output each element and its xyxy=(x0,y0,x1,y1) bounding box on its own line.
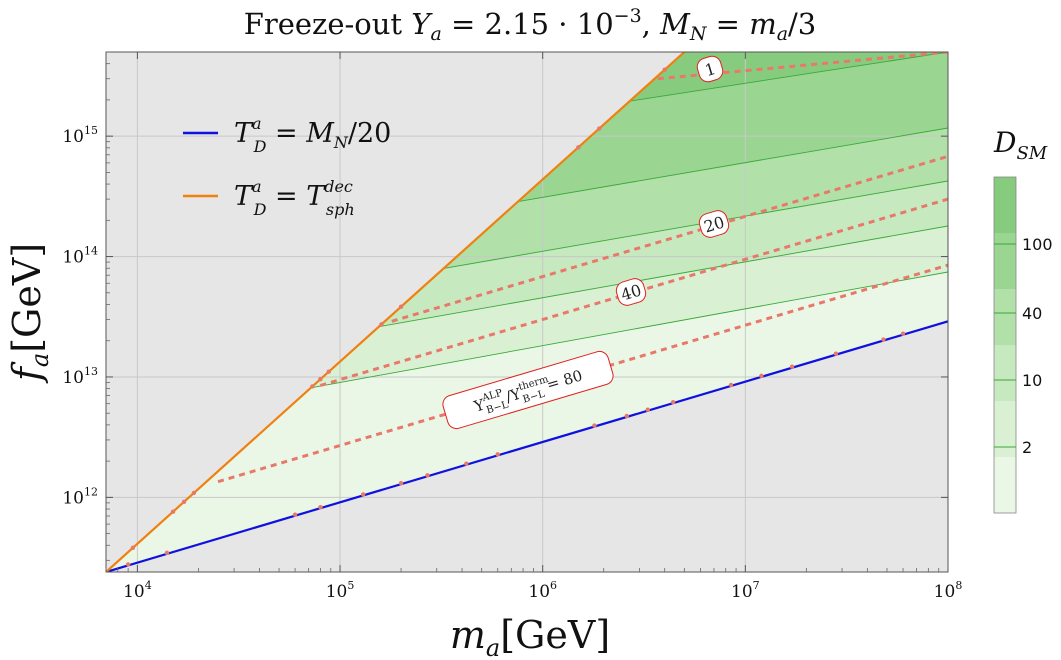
orange-marker-6 xyxy=(326,369,331,374)
series-lines xyxy=(106,52,948,572)
contour-label-1-box xyxy=(696,55,724,83)
y-tick-label-0: 1012 xyxy=(62,485,98,508)
contour-label-80: YALPB−L/YthermB−L = 80 xyxy=(442,350,614,430)
scatter-markers xyxy=(125,67,906,567)
contour-label-1: 1 xyxy=(696,55,724,83)
dsm-boundary-3 xyxy=(517,127,948,202)
orange-marker-0 xyxy=(130,545,136,551)
series-line-1 xyxy=(106,52,686,572)
blue-marker-17 xyxy=(881,337,886,342)
colorbar-segment-2 xyxy=(994,345,1016,401)
contour-label-80-box xyxy=(442,350,614,430)
blue-marker-5 xyxy=(398,480,404,486)
d-sm-contour-lines xyxy=(310,52,948,389)
orange-marker-9 xyxy=(576,145,581,150)
contour-line-80 xyxy=(217,263,948,484)
orange-marker-11 xyxy=(662,67,667,72)
x-axis-label: ma[GeV] xyxy=(450,613,610,660)
blue-marker-10 xyxy=(624,413,629,419)
orange-marker-8 xyxy=(398,304,404,309)
blue-marker-3 xyxy=(318,504,323,510)
orange-marker-7 xyxy=(379,322,384,327)
axis-ticks xyxy=(105,51,949,572)
dsm-band-4 xyxy=(518,52,948,202)
blue-marker-4 xyxy=(360,492,366,497)
blue-marker-13 xyxy=(728,382,734,388)
blue-marker-14 xyxy=(759,373,764,379)
x-tick-label-1: 105 xyxy=(326,579,355,602)
blue-marker-9 xyxy=(592,423,597,428)
x-tick-label-3: 107 xyxy=(731,579,760,602)
dsm-band-3 xyxy=(443,128,948,269)
series-line-0 xyxy=(106,320,948,572)
contour-line-20 xyxy=(391,154,948,323)
colorbar: DSM 2 10 40 100 xyxy=(993,126,1053,514)
dsm-boundary-4 xyxy=(629,52,948,102)
chart-title: Freeze-out Ya = 2.15 · 10−3, MN = ma/3 xyxy=(244,5,817,45)
plot-frame xyxy=(105,51,949,573)
dsm-band-2 xyxy=(378,181,948,327)
blue-marker-12 xyxy=(670,399,676,405)
y-tick-label-2: 1014 xyxy=(62,245,98,268)
blue-marker-15 xyxy=(789,364,795,369)
blue-marker-6 xyxy=(425,473,430,478)
dsm-boundary-1 xyxy=(378,225,948,328)
colorbar-tick-label-1: 10 xyxy=(1022,371,1042,390)
x-tick-label-0: 104 xyxy=(123,579,152,602)
y-tick-label-3: 1015 xyxy=(62,124,98,147)
colorbar-tick-label-0: 2 xyxy=(1022,438,1032,457)
dsm-boundary-2 xyxy=(443,180,948,269)
colorbar-segment-0 xyxy=(994,457,1016,513)
colorbar-tick-label-2: 40 xyxy=(1022,304,1042,323)
y-axis-label: fa[GeV] xyxy=(5,243,54,384)
y-tick-label-1: 1013 xyxy=(62,365,98,388)
legend-entry-tsph: Ta D = Tdec sph xyxy=(234,177,355,219)
blue-marker-8 xyxy=(495,452,500,457)
dsm-boundary-0 xyxy=(310,271,948,389)
contour-label-40-box xyxy=(615,278,647,306)
colorbar-segment-1 xyxy=(994,401,1016,457)
orange-marker-1 xyxy=(170,509,176,514)
blue-marker-0 xyxy=(125,562,131,567)
orange-marker-4 xyxy=(310,384,315,389)
blue-marker-7 xyxy=(464,461,469,466)
x-tick-label-4: 108 xyxy=(934,579,963,602)
contour-labels: 1 20 40 YALPB−L/YthermB−L = 80 xyxy=(442,55,730,430)
blue-marker-2 xyxy=(292,512,298,517)
orange-marker-10 xyxy=(596,126,602,131)
blue-marker-11 xyxy=(645,407,650,412)
contour-label-40: 40 xyxy=(615,278,647,306)
contour-label-20-box xyxy=(698,210,730,238)
orange-marker-2 xyxy=(181,499,187,504)
colorbar-frame xyxy=(993,176,1017,514)
colorbar-segment-3 xyxy=(994,289,1016,345)
colorbar-segment-4 xyxy=(994,233,1016,289)
tick-labels: 104 105 106 107 108 1012 1013 1014 1015 xyxy=(62,124,962,602)
colorbar-tick-label-3: 100 xyxy=(1022,235,1053,254)
contour-label-20: 20 xyxy=(698,210,730,238)
colorbar-label: DSM xyxy=(993,126,1048,164)
orange-marker-5 xyxy=(318,377,323,382)
blue-marker-1 xyxy=(164,550,170,556)
blue-marker-18 xyxy=(900,331,906,336)
dsm-band-1 xyxy=(310,226,948,388)
legend: Ta D = MN/20 Ta D = Tdec sph xyxy=(183,114,391,219)
orange-marker-3 xyxy=(191,490,197,496)
x-tick-label-2: 106 xyxy=(528,579,557,602)
grid-lines xyxy=(106,52,948,572)
legend-entry-md: Ta D = MN/20 xyxy=(234,114,391,156)
colorbar-segment-5 xyxy=(994,177,1016,233)
blue-marker-16 xyxy=(833,351,839,356)
